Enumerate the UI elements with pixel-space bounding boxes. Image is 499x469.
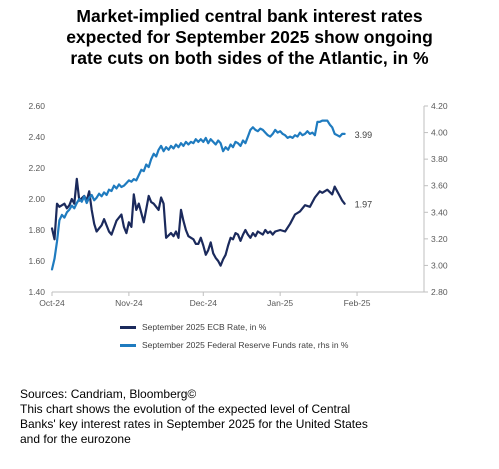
chart-notes: Sources: Candriam, Bloomberg© This chart… <box>20 387 490 447</box>
description-line: Banks' key interest rates in September 2… <box>20 417 368 431</box>
right-y-tick-label: 3.40 <box>431 207 448 217</box>
legend-label-fed: September 2025 Federal Reserve Funds rat… <box>142 340 349 350</box>
right-y-tick-label: 3.80 <box>431 154 448 164</box>
description-line: and for the eurozone <box>20 432 131 446</box>
x-tick-label: Oct-24 <box>39 298 65 308</box>
left-y-tick-label: 1.40 <box>28 287 45 297</box>
x-tick-label: Dec-24 <box>190 298 218 308</box>
left-y-tick-label: 1.80 <box>28 225 45 235</box>
right-y-tick-label: 3.20 <box>431 234 448 244</box>
title-line: expected for September 2025 show ongoing <box>66 27 433 47</box>
legend-swatch-ecb <box>120 325 136 329</box>
fed-end-label: 3.99 <box>355 130 373 140</box>
left-y-tick-label: 2.40 <box>28 132 45 142</box>
ecb-rate-line <box>50 177 346 267</box>
right-y-tick-label: 3.60 <box>431 181 448 191</box>
title-line: rate cuts on both sides of the Atlantic,… <box>70 48 429 68</box>
legend-label-ecb: September 2025 ECB Rate, in % <box>142 322 267 332</box>
right-y-tick-label: 2.80 <box>431 287 448 297</box>
sources-note: Sources: Candriam, Bloomberg© <box>20 387 197 401</box>
legend: September 2025 ECB Rate, in % September … <box>120 318 348 354</box>
left-y-tick-label: 1.60 <box>28 256 45 266</box>
legend-item-fed: September 2025 Federal Reserve Funds rat… <box>120 336 348 354</box>
x-tick-label: Jan-25 <box>267 298 293 308</box>
right-y-tick-label: 4.20 <box>431 101 448 111</box>
left-y-tick-label: 2.00 <box>28 194 45 204</box>
x-tick-label: Feb-25 <box>344 298 371 308</box>
legend-swatch-fed <box>120 343 136 347</box>
fed-funds-rate-line <box>50 119 346 271</box>
left-y-tick-label: 2.60 <box>28 101 45 111</box>
ecb-end-label: 1.97 <box>355 200 373 210</box>
right-y-tick-label: 4.00 <box>431 128 448 138</box>
description-line: This chart shows the evolution of the ex… <box>20 402 351 416</box>
chart-title: Market-implied central bank interest rat… <box>0 6 499 69</box>
right-y-tick-label: 3.00 <box>431 260 448 270</box>
legend-item-ecb: September 2025 ECB Rate, in % <box>120 318 348 336</box>
left-y-tick-label: 2.20 <box>28 163 45 173</box>
x-tick-label: Nov-24 <box>115 298 143 308</box>
title-line: Market-implied central bank interest rat… <box>76 6 423 26</box>
